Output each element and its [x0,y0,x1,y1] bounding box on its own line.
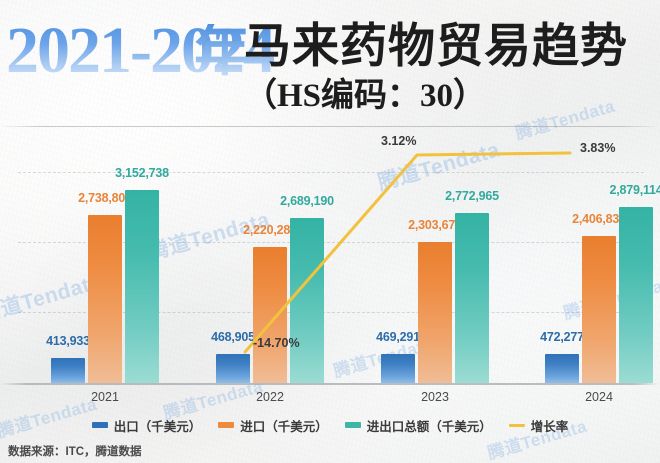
source-note: 数据来源：ITC，腾道数据 [8,446,142,458]
growth-rate-polyline [243,151,572,354]
bar-export-2022 [216,354,250,383]
legend-label: 增长率 [530,419,569,434]
bar-import-2023 [418,242,452,383]
value-label-export-2022: 468,905 [211,330,255,344]
chart-legend: 出口（千美元） 进口（千美元） 进出口总额（千美元） 增长率 [0,414,660,436]
value-label-export-2023: 469,291 [376,330,420,344]
legend-swatch-icon [508,423,525,427]
header-divider [0,126,660,127]
value-label-import-2024: 2,406,837 [572,212,626,226]
x-tick-2021: 2021 [91,390,119,404]
value-label-import-2023: 2,303,674 [408,218,462,232]
legend-label: 出口（千美元） [113,419,202,434]
value-label-import-2022: 2,220,285 [243,223,297,237]
bar-export-2021 [51,358,85,383]
growth-rate-line [243,151,572,354]
legend-item-2[interactable]: 进出口总额（千美元） [344,416,492,435]
bar-total-2024 [619,207,653,383]
value-label-total-2021: 3,152,738 [115,166,169,180]
bar-total-2022 [290,218,324,383]
legend-item-3[interactable]: 增长率 [508,416,569,435]
legend-label: 进出口总额（千美元） [366,419,492,434]
legend-swatch-icon [91,422,108,428]
axis-baseline [0,383,660,385]
value-label-total-2022: 2,689,190 [280,194,334,208]
growth-rate-label-2022: -14.70% [253,336,300,350]
growth-rate-label-2023: 3.12% [381,134,417,148]
year-suffix-title: 年 [194,21,250,83]
x-tick-2023: 2023 [421,390,449,404]
chart-header: 2021-2024 年 马来药物贸易趋势 （HS编码：30） [0,0,660,128]
value-label-export-2024: 472,277 [540,330,584,344]
x-tick-2024: 2024 [585,390,613,404]
year-range-title: 2021-2024 [6,14,276,87]
legend-swatch-icon [344,422,361,428]
page-title: 马来药物贸易趋势 [244,21,628,73]
legend-item-0[interactable]: 出口（千美元） [91,416,202,435]
value-label-total-2023: 2,772,965 [445,189,499,203]
bar-total-2021 [125,190,159,383]
bar-import-2022 [253,247,287,383]
x-tick-2022: 2022 [256,390,284,404]
chart-plot-area: 413,933 2,738,805 3,152,738 468,905 2,220,28… [0,128,660,404]
gridline [18,312,644,313]
legend-label: 进口（千美元） [240,419,328,434]
bar-import-2024 [582,236,616,383]
value-label-export-2021: 413,933 [46,334,90,348]
gridline [18,242,644,243]
legend-swatch-icon [218,422,235,428]
gridline [18,172,644,173]
legend-item-1[interactable]: 进口（千美元） [218,416,328,435]
page-subtitle: （HS编码：30） [244,78,487,114]
bar-export-2024 [545,354,579,383]
value-label-import-2021: 2,738,805 [78,191,132,205]
bar-total-2023 [455,213,489,383]
growth-rate-label-2024: 3.83% [580,141,616,155]
bar-import-2021 [88,215,122,383]
value-label-total-2024: 2,879,114 [609,183,660,197]
bar-export-2023 [381,354,415,383]
